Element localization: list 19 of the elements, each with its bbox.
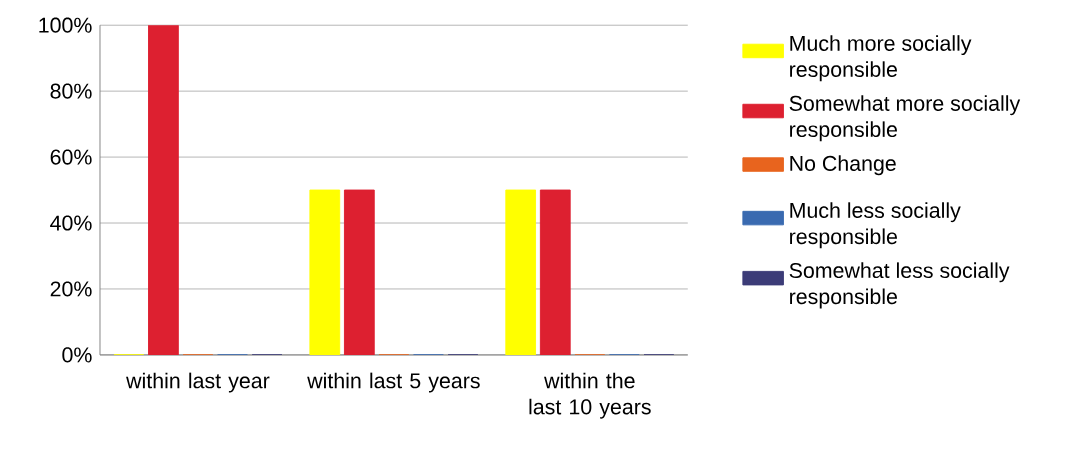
- legend-label: Somewhat less socially responsible: [789, 262, 1010, 309]
- y-tick-label: 100%: [39, 17, 92, 33]
- x-tick-label: within last year: [126, 372, 270, 393]
- x-tick-label: within the last 10 years: [529, 372, 651, 419]
- x-tick-label: within last 5 years: [307, 372, 480, 393]
- legend-label: Much more socially responsible: [790, 35, 972, 82]
- bar: [539, 189, 571, 355]
- y-tick-label: 60%: [50, 149, 92, 165]
- legend-label: No Change: [790, 155, 896, 176]
- y-tick-label: 40%: [50, 215, 92, 231]
- bar: [309, 189, 341, 355]
- bar: [148, 25, 179, 355]
- bar: [505, 189, 537, 355]
- bar: [343, 189, 375, 355]
- y-tick-label: 80%: [50, 83, 92, 99]
- y-tick-label: 20%: [50, 281, 92, 297]
- legend-label: Somewhat more socially responsible: [789, 95, 1021, 142]
- legend-label: Much less socially responsible: [790, 202, 961, 249]
- y-tick-label: 0%: [62, 347, 92, 363]
